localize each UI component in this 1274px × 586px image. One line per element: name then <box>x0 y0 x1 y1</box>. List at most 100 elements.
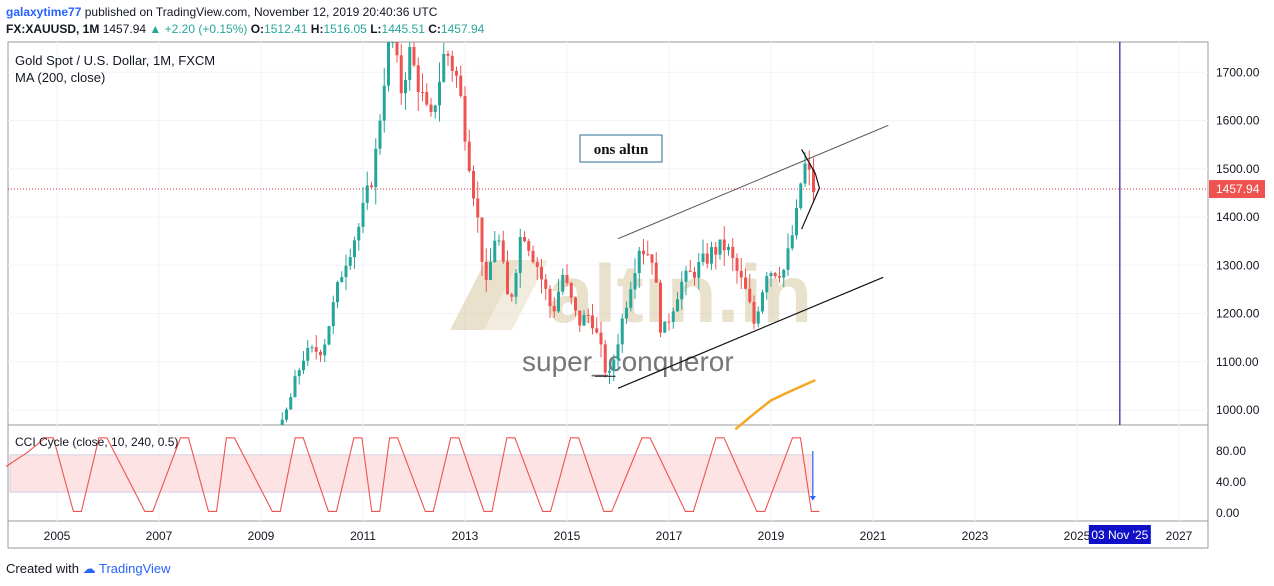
x-tick-label: 2005 <box>44 529 71 543</box>
y-tick-label: 1100.00 <box>1216 355 1259 369</box>
candle-body <box>285 409 288 420</box>
annotation-box[interactable] <box>579 134 663 163</box>
candle-body <box>361 202 365 227</box>
candle-body <box>348 257 352 266</box>
candle-body <box>786 248 790 270</box>
low-value: 1445.51 <box>381 22 425 36</box>
candle-body <box>812 169 815 193</box>
ma200-line <box>734 378 816 431</box>
candle-body <box>395 42 399 56</box>
candle-body <box>280 419 284 425</box>
candle-body <box>353 240 356 258</box>
candle-body <box>557 291 560 312</box>
candle-body <box>620 318 624 345</box>
y-tick-label: 1600.00 <box>1216 114 1260 128</box>
candle-body <box>408 46 412 81</box>
candle-body <box>582 314 586 326</box>
candle-body <box>387 42 390 86</box>
candle-body <box>633 273 637 290</box>
x-tick-label: 2015 <box>554 529 581 543</box>
candle-body <box>637 250 641 274</box>
x-tick-label: 2011 <box>350 529 376 543</box>
cci-line <box>5 437 820 513</box>
candle-body <box>765 276 769 293</box>
candle-body <box>544 279 548 289</box>
x-tick-label: 2013 <box>452 529 479 543</box>
cci-arrow-head <box>809 495 816 501</box>
candle-body <box>476 198 480 218</box>
candle-body <box>650 254 654 263</box>
candle-body <box>540 266 543 280</box>
publish-info: galaxytime77 published on TradingView.co… <box>6 5 437 19</box>
candle-body <box>659 282 662 333</box>
candle-body <box>297 370 301 377</box>
candle-body <box>463 95 467 142</box>
candle-body <box>467 141 471 171</box>
candle-body <box>773 273 777 277</box>
candle-body <box>535 262 539 267</box>
y-tick-label: 1400.00 <box>1216 210 1260 224</box>
candle-body <box>323 344 327 356</box>
candle-body <box>807 163 811 170</box>
candle-body <box>595 328 599 333</box>
candle-body <box>293 376 297 398</box>
candle-body <box>421 91 424 93</box>
cci-tick-label: 80.00 <box>1216 444 1246 458</box>
candle-body <box>608 370 611 373</box>
candle-body <box>357 226 361 241</box>
candle-body <box>676 299 679 312</box>
ohlc-line: FX:XAUUSD, 1M 1457.94 ▲ +2.20 (+0.15%) O… <box>6 22 485 36</box>
cursor-date-label: 03 Nov '25 <box>1091 528 1148 542</box>
candle-body <box>697 262 701 278</box>
publish-date: published on TradingView.com, November 1… <box>84 5 438 19</box>
candle-body <box>718 239 722 255</box>
candle-body <box>739 270 743 278</box>
candle-body <box>714 247 718 255</box>
candle-body <box>480 217 484 262</box>
x-tick-label: 2021 <box>860 529 887 543</box>
x-tick-label: 2027 <box>1166 529 1193 543</box>
candle-body <box>425 92 429 105</box>
candle-body <box>484 261 488 280</box>
tradingview-link[interactable]: TradingView <box>99 561 171 576</box>
candle-body <box>795 207 798 236</box>
candle-body <box>455 70 458 76</box>
candle-body <box>574 297 577 311</box>
y-tick-label: 1500.00 <box>1216 162 1260 176</box>
lower-trendline <box>617 276 884 389</box>
cursor-date-badge <box>1088 525 1151 544</box>
candle-body <box>446 53 450 56</box>
author-link[interactable]: galaxytime77 <box>6 5 82 19</box>
candle-body <box>803 163 807 184</box>
candle-body <box>799 183 803 208</box>
candle-body <box>752 301 756 324</box>
candle-body <box>527 241 531 251</box>
candle-body <box>591 315 594 329</box>
price-change: ▲ +2.20 (+0.15%) <box>149 22 248 36</box>
candle-body <box>705 253 709 264</box>
cci-tick-label: 40.00 <box>1216 475 1246 489</box>
symbol-label: FX:XAUUSD, 1M <box>6 22 100 36</box>
candle-body <box>327 326 331 345</box>
candle-body <box>416 65 420 92</box>
tradingview-logo-icon[interactable]: ☁ <box>82 561 96 576</box>
candle-body <box>344 265 348 278</box>
chart-title: Gold Spot / U.S. Dollar, 1M, FXCM <box>15 53 215 68</box>
y-tick-label: 1000.00 <box>1216 403 1260 417</box>
candle-body <box>629 289 633 308</box>
candle-body <box>548 288 552 307</box>
x-tick-label: 2009 <box>248 529 275 543</box>
candle-body <box>306 347 310 361</box>
candle-body <box>612 359 616 371</box>
candle-body <box>319 351 322 356</box>
candle-body <box>761 292 764 312</box>
candle-body <box>769 273 773 277</box>
candle-body <box>340 277 344 283</box>
candle-body <box>654 262 658 283</box>
candle-body <box>523 236 526 242</box>
candle-body <box>399 55 403 94</box>
candle-body <box>680 281 684 300</box>
candle-body <box>552 306 556 312</box>
candle-body <box>370 185 373 188</box>
